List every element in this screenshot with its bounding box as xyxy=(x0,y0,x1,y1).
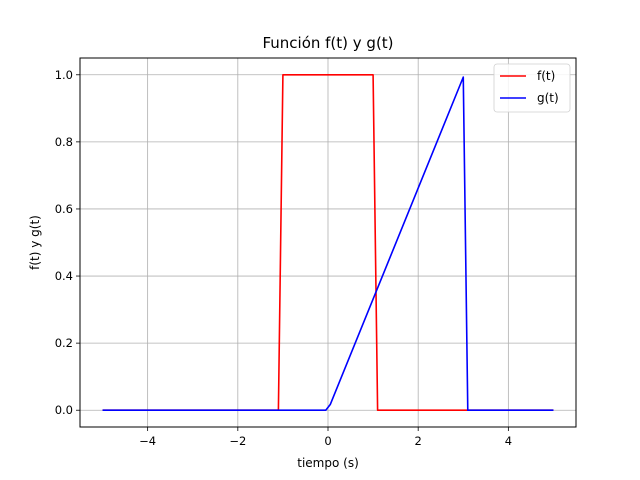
legend: f(t) g(t) xyxy=(493,63,571,113)
series-line-g xyxy=(102,76,554,412)
x-tick-label: −4 xyxy=(139,434,156,448)
x-axis-label: tiempo (s) xyxy=(297,456,359,470)
y-tick-label: 0.4 xyxy=(55,269,73,283)
y-axis-label: f(t) y g(t) xyxy=(28,215,42,270)
chart-title: Función f(t) y g(t) xyxy=(262,34,393,52)
legend-label: f(t) xyxy=(537,69,555,83)
x-tick-label: 2 xyxy=(415,434,422,448)
y-tick-label: 0.6 xyxy=(55,202,73,216)
y-tick-label: 1.0 xyxy=(55,68,73,82)
ticks: −4 −2 0 2 4 0.0 0.2 0.4 0.6 0.8 1.0 xyxy=(55,68,512,448)
series-group xyxy=(102,73,554,412)
y-tick-label: 0.2 xyxy=(55,336,73,350)
y-tick-label: 0.0 xyxy=(55,403,73,417)
x-tick-label: −2 xyxy=(229,434,246,448)
x-tick-label: 0 xyxy=(324,434,331,448)
y-tick-label: 0.8 xyxy=(55,135,73,149)
x-tick-label: 4 xyxy=(505,434,512,448)
legend-label: g(t) xyxy=(537,91,559,105)
